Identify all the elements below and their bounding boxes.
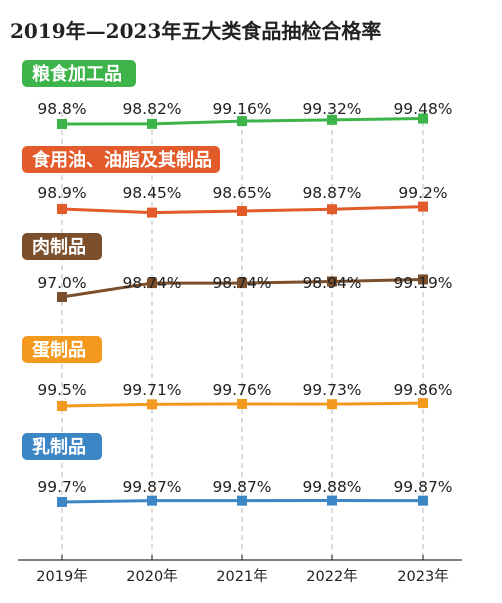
- data-point: [147, 399, 157, 410]
- data-point: [418, 113, 428, 124]
- data-point: [418, 201, 428, 212]
- data-label: 98.87%: [302, 184, 361, 202]
- x-tick-label: 2019年: [36, 568, 87, 585]
- data-label: 99.32%: [302, 100, 361, 118]
- series-badge: [22, 146, 220, 173]
- data-point: [57, 401, 67, 411]
- data-point: [327, 204, 337, 215]
- data-point: [147, 118, 157, 129]
- data-label: 97.0%: [37, 274, 86, 292]
- series-1: 粮食加工品 98.8% 98.82% 99.16% 99.32% 99.48%: [22, 60, 453, 129]
- data-label: 99.87%: [122, 478, 181, 496]
- data-label: 99.71%: [122, 381, 181, 399]
- data-label: 98.65%: [212, 184, 271, 202]
- gridlines: [61, 112, 424, 560]
- series-badge: [22, 60, 136, 87]
- data-label: 98.8%: [37, 100, 86, 118]
- data-label: 99.86%: [393, 381, 452, 399]
- series-name: 食用油、油脂及其制品: [31, 149, 212, 171]
- x-tick-label: 2023年: [397, 568, 448, 585]
- data-point: [418, 398, 428, 409]
- data-point: [327, 276, 337, 287]
- chart-title: 2019年—2023年五大类食品抽检合格率: [10, 19, 381, 43]
- series-name: 粮食加工品: [32, 63, 122, 85]
- data-point: [57, 292, 67, 302]
- data-label: 98.9%: [37, 184, 86, 202]
- series-badge: [22, 233, 102, 260]
- data-label: 99.5%: [37, 381, 86, 399]
- series-badge: [22, 336, 102, 363]
- data-label: 99.48%: [393, 100, 452, 118]
- data-point: [327, 399, 337, 410]
- data-label: 99.87%: [393, 478, 452, 496]
- data-label: 99.87%: [212, 478, 271, 496]
- x-tick-label: 2021年: [216, 568, 267, 585]
- data-point: [57, 497, 67, 507]
- data-point: [57, 204, 67, 214]
- data-point: [237, 116, 247, 127]
- data-label: 98.82%: [122, 100, 181, 118]
- data-point: [327, 495, 337, 506]
- data-label: 99.88%: [302, 478, 361, 496]
- data-point: [147, 495, 157, 506]
- data-label: 99.7%: [37, 478, 86, 496]
- series-4: 蛋制品 99.5% 99.71% 99.76% 99.73% 99.86%: [22, 336, 453, 411]
- series-5: 乳制品 99.7% 99.87% 99.87% 99.88% 99.87%: [22, 433, 453, 507]
- data-point: [418, 274, 428, 285]
- x-tick-label: 2022年: [306, 568, 357, 585]
- data-label: 99.19%: [393, 274, 452, 292]
- data-point: [327, 114, 337, 125]
- x-tick-label: 2020年: [126, 568, 177, 585]
- data-point: [237, 495, 247, 506]
- series-name: 乳制品: [32, 437, 86, 458]
- series-badge: [22, 433, 102, 460]
- data-label: 99.2%: [398, 184, 447, 202]
- series-3: 肉制品 97.0% 98.74% 98.74% 98.94% 99.19%: [22, 233, 453, 302]
- series-name: 肉制品: [32, 236, 86, 258]
- data-point: [237, 398, 247, 409]
- data-label: 99.76%: [212, 381, 271, 399]
- data-point: [147, 207, 157, 218]
- data-label: 98.94%: [302, 274, 361, 292]
- data-label: 98.74%: [122, 274, 181, 292]
- data-label: 99.16%: [212, 100, 271, 118]
- data-point: [237, 278, 247, 289]
- data-label: 99.73%: [302, 381, 361, 399]
- data-label: 98.45%: [122, 184, 181, 202]
- series-name: 蛋制品: [32, 340, 86, 361]
- data-point: [57, 119, 67, 129]
- data-point: [418, 495, 428, 506]
- data-point: [147, 278, 157, 289]
- data-label: 98.74%: [212, 274, 271, 292]
- data-point: [237, 206, 247, 216]
- series-2: 食用油、油脂及其制品 98.9% 98.45% 98.65% 98.87% 99.2%: [22, 146, 448, 218]
